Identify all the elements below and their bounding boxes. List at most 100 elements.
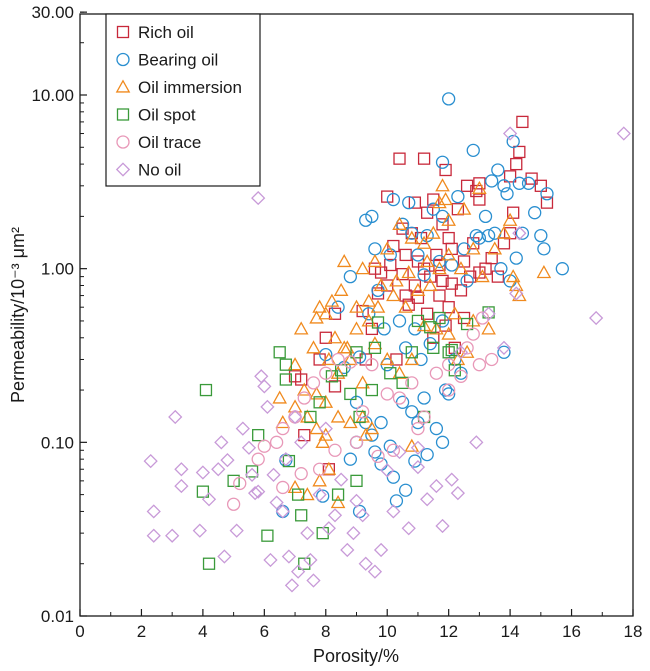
no-oil-point [247,485,263,501]
no-oil-point [146,504,161,519]
rich-oil-point [427,193,440,206]
no-oil-point [201,492,217,507]
bearing-oil-point [343,452,358,466]
no-oil-point [321,521,336,536]
legend-marker-oil-immersion [115,79,131,93]
oil-immersion-point [447,306,463,320]
bearing-oil-point [374,415,388,430]
oil-immersion-point [392,216,407,230]
no-oil-point [168,409,183,425]
oil-immersion-point [349,299,364,313]
bearing-oil-point [392,314,407,328]
no-oil-point [300,526,315,541]
oil-immersion-point [404,438,420,452]
oil-immersion-point [435,178,450,192]
bearing-oil-point [362,307,376,321]
rich-oil-point [387,239,400,253]
legend-label-rich-oil: Rich oil [138,23,194,42]
no-oil-point [192,523,207,538]
oil-immersion-point [432,261,447,275]
no-oil-point [269,495,284,510]
oil-spot-point [279,373,292,386]
oil-immersion-point [404,230,420,244]
oil-immersion-point [379,351,395,366]
oil-spot-point [433,311,446,325]
oil-immersion-point [502,212,518,226]
oil-spot-point [304,410,317,424]
x-tick-label: 14 [501,622,520,641]
no-oil-point [251,484,266,499]
bearing-oil-point [485,174,499,188]
oil-spot-point [460,317,474,331]
no-oil-point [410,459,426,475]
legend-marker-oil-trace [116,135,130,149]
x-tick-label: 8 [321,622,330,641]
bearing-oil-point [435,314,450,328]
legend-label-oil-trace: Oil trace [138,133,201,152]
no-oil-point [235,421,250,436]
oil-immersion-point [367,336,383,350]
oil-trace-point [386,443,401,457]
oil-trace-point [306,376,321,390]
oil-trace-point [331,352,345,367]
oil-immersion-point [287,479,303,494]
rich-oil-point [421,307,434,320]
legend-box [105,13,261,187]
no-oil-point [266,467,281,482]
no-oil-point [589,310,604,326]
rich-oil-point [516,115,529,129]
no-oil-point [257,379,272,394]
oil-immersion-point [465,241,481,255]
bearing-oil-point [395,395,410,409]
no-oil-point [410,440,426,455]
oil-immersion-point [410,282,426,296]
rich-oil-point [473,193,486,206]
oil-spot-point [279,358,292,371]
x-axis-title: Porosity/% [313,646,399,666]
oil-immersion-point [456,201,472,215]
oil-spot-point [245,465,259,478]
oil-spot-point [344,387,357,401]
oil-immersion-point [293,321,309,335]
rich-oil-point [384,258,397,272]
bearing-oil-point [405,226,419,240]
bearing-oil-point [435,435,450,449]
oil-immersion-point [441,247,456,261]
oil-trace-point [355,405,370,419]
bearing-oil-point [451,189,465,204]
bearing-oil-point [540,187,554,201]
no-oil-point [174,478,189,494]
rich-oil-point [436,274,449,288]
no-oil-point [275,504,290,519]
oil-immersion-point [330,495,346,509]
legend-marker-bearing-oil [116,52,130,67]
no-oil-point [358,556,373,571]
oil-immersion-point [296,382,312,396]
oil-immersion-point [505,269,521,283]
bearing-oil-point [497,179,511,193]
no-oil-point [244,467,260,482]
oil-immersion-point [472,180,487,194]
rich-oil-point [507,206,520,219]
oil-immersion-point [355,375,370,389]
rich-oil-point [525,172,538,185]
oil-immersion-point [343,351,358,366]
oil-immersion-point [432,195,447,209]
rich-oil-point [513,145,526,159]
oil-trace-point [226,497,241,511]
oil-immersion-point [361,293,377,307]
bearing-oil-point [408,454,422,468]
oil-spot-point [424,321,437,334]
rich-oil-point [408,196,422,209]
oil-immersion-point [426,225,441,239]
no-oil-point [281,549,297,564]
legend-label-bearing-oil: Bearing oil [138,51,218,70]
bearing-oil-point [420,447,434,462]
no-oil-point [444,472,459,487]
rich-oil-point [411,291,425,304]
bearing-oil-point [402,195,416,210]
oil-immersion-point [401,264,417,279]
bearing-oil-point [494,262,508,276]
no-oil-point [469,435,484,450]
